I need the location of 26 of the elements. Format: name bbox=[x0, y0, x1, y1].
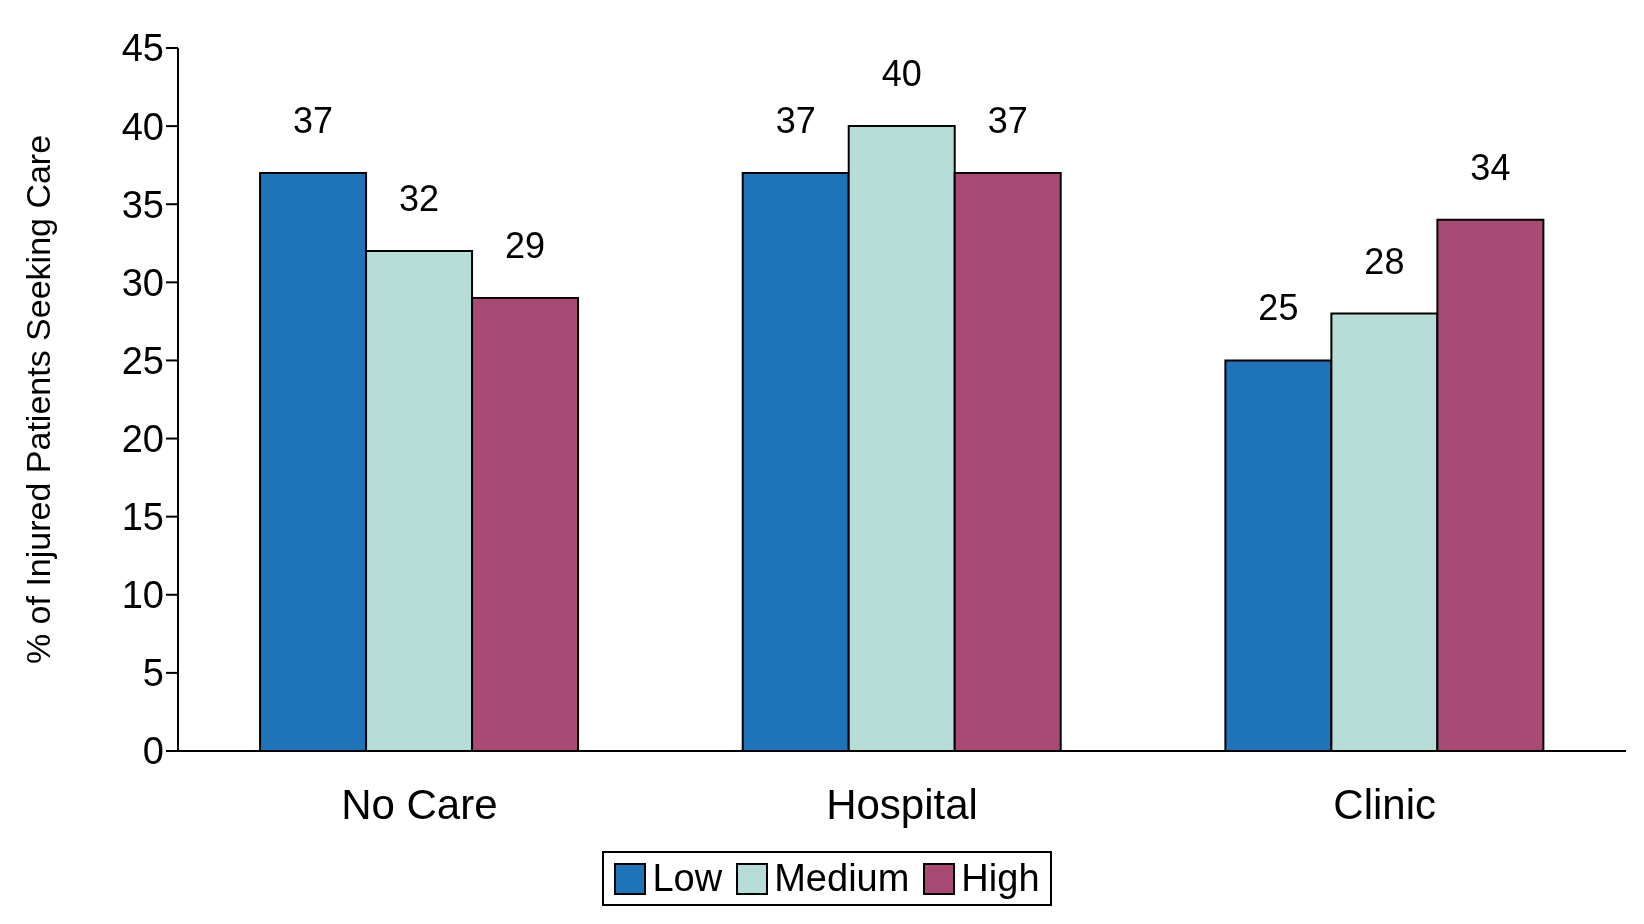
y-tick-label: 5 bbox=[142, 652, 164, 695]
data-label: 37 bbox=[775, 99, 816, 141]
data-label: 34 bbox=[1470, 146, 1511, 188]
x-tick-label: Hospital bbox=[826, 780, 978, 828]
data-label: 29 bbox=[505, 224, 546, 266]
data-label: 40 bbox=[881, 53, 922, 95]
legend-label: Low bbox=[652, 857, 723, 900]
data-label: 25 bbox=[1258, 287, 1299, 329]
y-tick-label: 45 bbox=[121, 27, 164, 70]
data-label: 37 bbox=[293, 99, 334, 141]
y-axis-title: % of Injured Patients Seeking Care bbox=[19, 134, 58, 665]
y-tick-label: 35 bbox=[121, 183, 164, 226]
data-label: 37 bbox=[987, 99, 1028, 141]
legend-label: Medium bbox=[774, 857, 910, 900]
y-tick-label: 40 bbox=[121, 105, 164, 148]
legend-label: High bbox=[961, 857, 1040, 900]
data-label: 28 bbox=[1364, 240, 1405, 282]
y-tick-label: 30 bbox=[121, 261, 164, 304]
x-tick-label: No Care bbox=[341, 780, 498, 828]
y-tick-label: 10 bbox=[121, 574, 164, 617]
x-tick-label: Clinic bbox=[1333, 780, 1437, 828]
y-tick-label: 25 bbox=[121, 339, 164, 382]
y-tick-label: 20 bbox=[121, 418, 164, 461]
data-label: 32 bbox=[399, 178, 440, 220]
y-tick-label: 15 bbox=[121, 496, 164, 539]
y-tick-label: 0 bbox=[142, 730, 164, 773]
